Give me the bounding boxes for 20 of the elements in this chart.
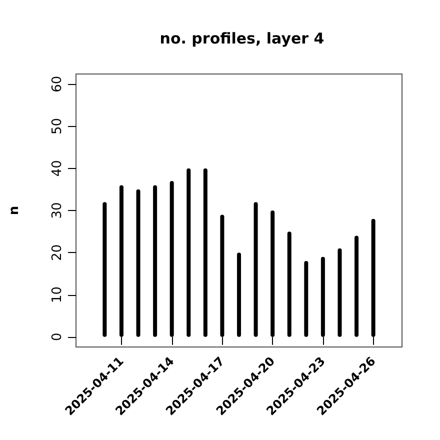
y-tick-label: 30 <box>50 202 65 219</box>
bar <box>304 261 308 337</box>
bar <box>237 252 241 337</box>
bar <box>254 202 258 337</box>
bar <box>203 168 208 337</box>
y-tick-label: 20 <box>50 244 65 261</box>
bar <box>102 202 107 337</box>
bar <box>287 232 292 337</box>
bar <box>186 168 191 337</box>
y-tick-label: 40 <box>50 160 65 177</box>
y-axis-title: n <box>7 206 22 216</box>
bar <box>136 189 140 337</box>
y-tick-label: 60 <box>50 76 65 92</box>
bar <box>354 236 359 337</box>
bar <box>338 248 342 337</box>
bar <box>153 185 158 337</box>
y-tick-label: 10 <box>50 286 65 304</box>
chart-title: no. profiles, layer 4 <box>160 30 324 48</box>
y-tick-label: 0 <box>50 332 65 342</box>
y-tick-label: 50 <box>50 118 65 135</box>
